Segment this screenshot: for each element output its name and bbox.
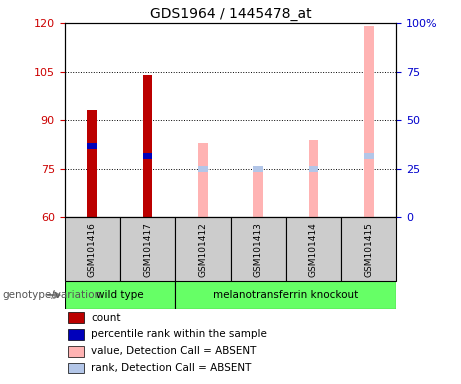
- Text: count: count: [91, 313, 121, 323]
- Bar: [175, 281, 396, 309]
- Text: GSM101416: GSM101416: [88, 222, 97, 276]
- Text: value, Detection Call = ABSENT: value, Detection Call = ABSENT: [91, 346, 256, 356]
- Bar: [253, 172, 263, 217]
- Bar: [87, 111, 97, 217]
- Text: wild type: wild type: [96, 290, 144, 300]
- Bar: [308, 166, 319, 172]
- Bar: [68, 312, 84, 323]
- Text: melanotransferrin knockout: melanotransferrin knockout: [213, 290, 359, 300]
- Bar: [198, 166, 208, 172]
- Bar: [68, 329, 84, 340]
- Text: GSM101412: GSM101412: [198, 222, 207, 276]
- Bar: [68, 362, 84, 373]
- Bar: [364, 152, 374, 159]
- Bar: [308, 140, 319, 217]
- Text: GSM101414: GSM101414: [309, 222, 318, 276]
- Bar: [286, 217, 341, 281]
- Bar: [142, 75, 153, 217]
- Bar: [175, 217, 230, 281]
- Bar: [142, 152, 153, 159]
- Bar: [253, 166, 263, 172]
- Text: GSM101417: GSM101417: [143, 222, 152, 276]
- Bar: [68, 346, 84, 356]
- Bar: [65, 281, 175, 309]
- Text: GSM101415: GSM101415: [364, 222, 373, 276]
- Bar: [65, 217, 120, 281]
- Text: rank, Detection Call = ABSENT: rank, Detection Call = ABSENT: [91, 363, 251, 373]
- Text: GSM101413: GSM101413: [254, 222, 263, 276]
- Text: genotype/variation: genotype/variation: [2, 290, 101, 300]
- Bar: [198, 143, 208, 217]
- Title: GDS1964 / 1445478_at: GDS1964 / 1445478_at: [150, 7, 311, 21]
- Bar: [230, 217, 286, 281]
- Text: percentile rank within the sample: percentile rank within the sample: [91, 329, 267, 339]
- Bar: [364, 26, 374, 217]
- Bar: [120, 217, 175, 281]
- Bar: [87, 143, 97, 149]
- Bar: [341, 217, 396, 281]
